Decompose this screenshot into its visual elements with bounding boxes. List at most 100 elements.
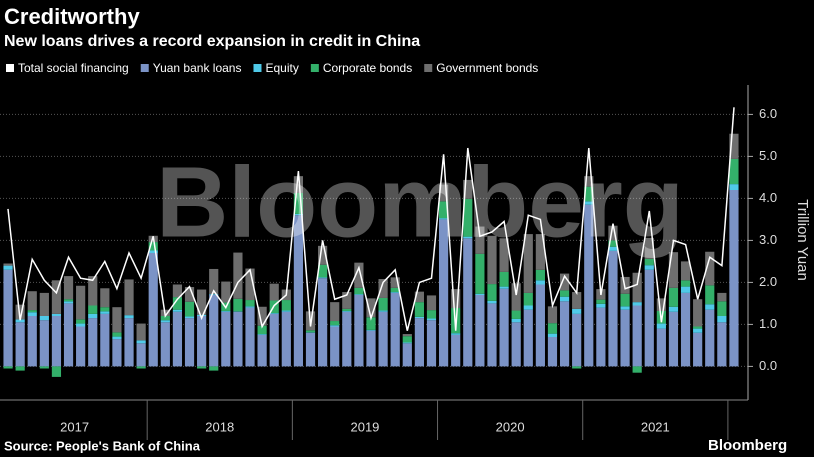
bar <box>88 318 98 367</box>
bar <box>426 295 437 311</box>
bar <box>378 279 388 298</box>
bar <box>414 291 424 303</box>
legend-label: Total social financing <box>18 61 129 75</box>
bar <box>717 316 727 323</box>
bar <box>197 314 207 316</box>
bar <box>209 294 219 295</box>
y-tick-label: 4.0 <box>759 190 777 205</box>
bar <box>39 292 49 316</box>
bar <box>547 333 558 337</box>
bar <box>487 284 497 301</box>
x-tick-label: 2021 <box>641 419 670 434</box>
bar <box>438 219 449 367</box>
bar <box>76 319 86 324</box>
x-tick-label: 2019 <box>350 419 379 434</box>
bar <box>76 323 86 327</box>
bar <box>342 311 352 367</box>
bar <box>523 305 533 310</box>
bar <box>523 234 533 293</box>
bar <box>402 336 412 343</box>
bar <box>705 251 715 286</box>
bar <box>414 318 424 367</box>
bar <box>378 297 388 311</box>
bar <box>584 186 594 202</box>
bar <box>148 250 158 253</box>
bar <box>354 287 364 295</box>
bar <box>559 296 570 302</box>
bar <box>632 305 642 367</box>
bar <box>3 263 13 266</box>
bar <box>88 276 98 306</box>
bar <box>717 301 727 316</box>
bar <box>281 311 291 367</box>
bar <box>330 302 340 322</box>
bar <box>729 158 739 185</box>
bar <box>559 273 570 291</box>
logo: Bloomberg <box>708 437 787 454</box>
source: Source: People's Bank of China <box>4 438 201 453</box>
bar <box>27 312 37 316</box>
bar <box>693 328 703 333</box>
y-tick-label: 0.0 <box>759 358 777 373</box>
bar <box>596 303 606 308</box>
bar <box>51 316 62 367</box>
bar <box>184 318 195 367</box>
bar <box>572 366 582 369</box>
bar <box>184 287 195 302</box>
bar <box>402 342 412 344</box>
bar <box>402 343 412 367</box>
bar <box>148 253 158 367</box>
bar <box>15 304 25 320</box>
bar <box>39 316 49 321</box>
bar <box>3 366 13 369</box>
bar <box>330 326 340 367</box>
bar <box>305 332 316 367</box>
bar <box>354 295 364 367</box>
bar <box>390 292 400 293</box>
bar <box>160 322 170 367</box>
bar <box>88 313 98 319</box>
y-tick-label: 2.0 <box>759 274 777 289</box>
bar <box>693 332 703 367</box>
bar <box>475 226 485 254</box>
bar <box>438 184 449 202</box>
bar <box>233 311 243 367</box>
bar <box>426 318 437 321</box>
bar <box>293 213 304 216</box>
bar <box>15 319 25 323</box>
bar <box>584 176 594 187</box>
bar <box>620 306 630 310</box>
bar <box>281 310 291 312</box>
bar <box>717 322 727 367</box>
legend-swatch <box>253 64 262 72</box>
bar <box>330 321 340 326</box>
bar <box>124 318 134 367</box>
bar <box>644 265 654 270</box>
bar <box>209 295 219 367</box>
bar <box>354 262 364 288</box>
bar <box>390 287 400 293</box>
bar <box>269 313 279 314</box>
bar <box>15 322 25 367</box>
bar <box>644 258 654 266</box>
bar <box>656 298 666 311</box>
x-tick-label: 2017 <box>60 419 89 434</box>
y-tick-label: 6.0 <box>759 106 777 121</box>
bar <box>535 234 545 270</box>
bar <box>475 295 485 367</box>
legend-label: Government bonds <box>436 61 538 75</box>
bar <box>559 301 570 367</box>
bar <box>705 285 715 305</box>
bar <box>584 204 594 367</box>
bar <box>172 284 183 298</box>
bar <box>668 306 679 312</box>
bar <box>680 286 691 293</box>
plot-area: Total social financing Yuan bank loans Equ… <box>0 61 777 440</box>
bar <box>499 238 509 272</box>
y-tick-label: 1.0 <box>759 316 777 331</box>
bar <box>366 317 376 330</box>
bar <box>426 310 437 319</box>
bar <box>63 276 74 300</box>
